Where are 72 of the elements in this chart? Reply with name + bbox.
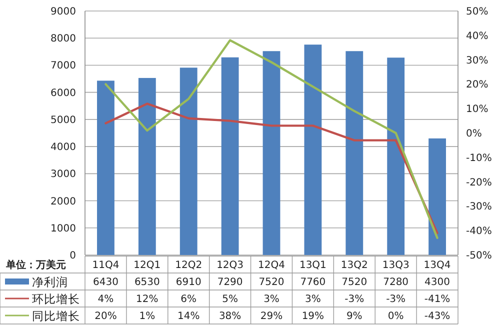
x-tick-label: 13Q1 [299, 260, 326, 271]
data-label: 20% [94, 311, 117, 322]
data-label: 3% [264, 294, 280, 305]
bar [180, 68, 198, 255]
bar [138, 78, 156, 255]
line-series [104, 39, 438, 240]
y2-tick-label: 10% [466, 104, 488, 116]
y-tick-label: 2000 [50, 196, 76, 208]
data-label: 7290 [217, 277, 243, 288]
y2-tick-label: -10% [466, 152, 492, 164]
y2-tick-label: -40% [466, 226, 492, 238]
y-tick-label: 6000 [50, 88, 76, 99]
x-tick-label: 12Q3 [216, 260, 244, 271]
data-label: 4% [98, 294, 114, 305]
x-tick-label: 13Q4 [424, 260, 451, 271]
text: 单位：万美元 [5, 259, 66, 271]
data-label: 7520 [342, 277, 368, 288]
y-tick-label: 8000 [50, 34, 76, 45]
y2-tick-label: -50% [466, 250, 492, 262]
legend-label: 同比增长 [32, 309, 80, 323]
y2-tick-label: 20% [466, 80, 488, 91]
data-label: 0% [388, 311, 404, 322]
y-tick-label: 3000 [50, 169, 76, 180]
data-label: 6430 [92, 277, 118, 288]
x-tick-label: 12Q1 [134, 260, 161, 271]
bar [304, 44, 322, 255]
data-label: 19% [302, 311, 324, 322]
legend-label: 净利润 [32, 275, 68, 289]
y2-tick-label: 0% [466, 128, 482, 140]
data-label: 6910 [176, 277, 202, 288]
y2-tick-label: -30% [466, 202, 492, 213]
data-label: 6530 [134, 277, 160, 288]
bar [262, 51, 280, 255]
bar [97, 80, 114, 255]
data-label: 4300 [424, 277, 450, 288]
x-tick-label: 13Q2 [340, 260, 368, 271]
bar [346, 51, 364, 255]
data-label: 7760 [300, 277, 326, 288]
y-tick-label: 4000 [50, 142, 76, 154]
data-label: -41% [424, 294, 450, 305]
y2-tick-label: 30% [466, 55, 488, 66]
data-label: 9% [346, 311, 362, 322]
y-tick-label: 0 [70, 250, 76, 262]
line-series [104, 102, 438, 234]
x-tick-label: 13Q3 [382, 260, 410, 271]
y2-tick-label: 40% [466, 30, 488, 42]
x-tick-label: 11Q4 [92, 260, 120, 271]
x-tick-label: 12Q4 [258, 260, 285, 271]
data-label: 7280 [383, 277, 409, 288]
bar [387, 58, 405, 255]
y-tick-label: 1000 [50, 223, 76, 234]
y-tick-label: 9000 [50, 6, 76, 18]
data-label: 38% [218, 311, 242, 322]
y2-tick-label: -20% [466, 177, 492, 188]
data-label: 5% [222, 294, 238, 305]
bar [221, 57, 239, 255]
data-label: 12% [136, 294, 158, 305]
data-label: 1% [139, 311, 156, 322]
y-tick-label: 7000 [50, 60, 76, 72]
data-label: 3% [305, 294, 321, 305]
data-label: -3% [344, 294, 364, 305]
x-tick-label: 12Q2 [175, 260, 202, 271]
bar [428, 138, 446, 255]
data-label: 6% [180, 294, 197, 305]
data-label: -43% [424, 311, 450, 322]
legend-label: 环比增长 [32, 292, 80, 306]
data-label: 29% [260, 311, 283, 322]
data-label: 7520 [258, 277, 284, 288]
data-label: -3% [386, 294, 406, 305]
y2-tick-label: 50% [466, 6, 488, 18]
data-label: 14% [177, 311, 200, 322]
y-tick-label: 5000 [50, 114, 76, 126]
